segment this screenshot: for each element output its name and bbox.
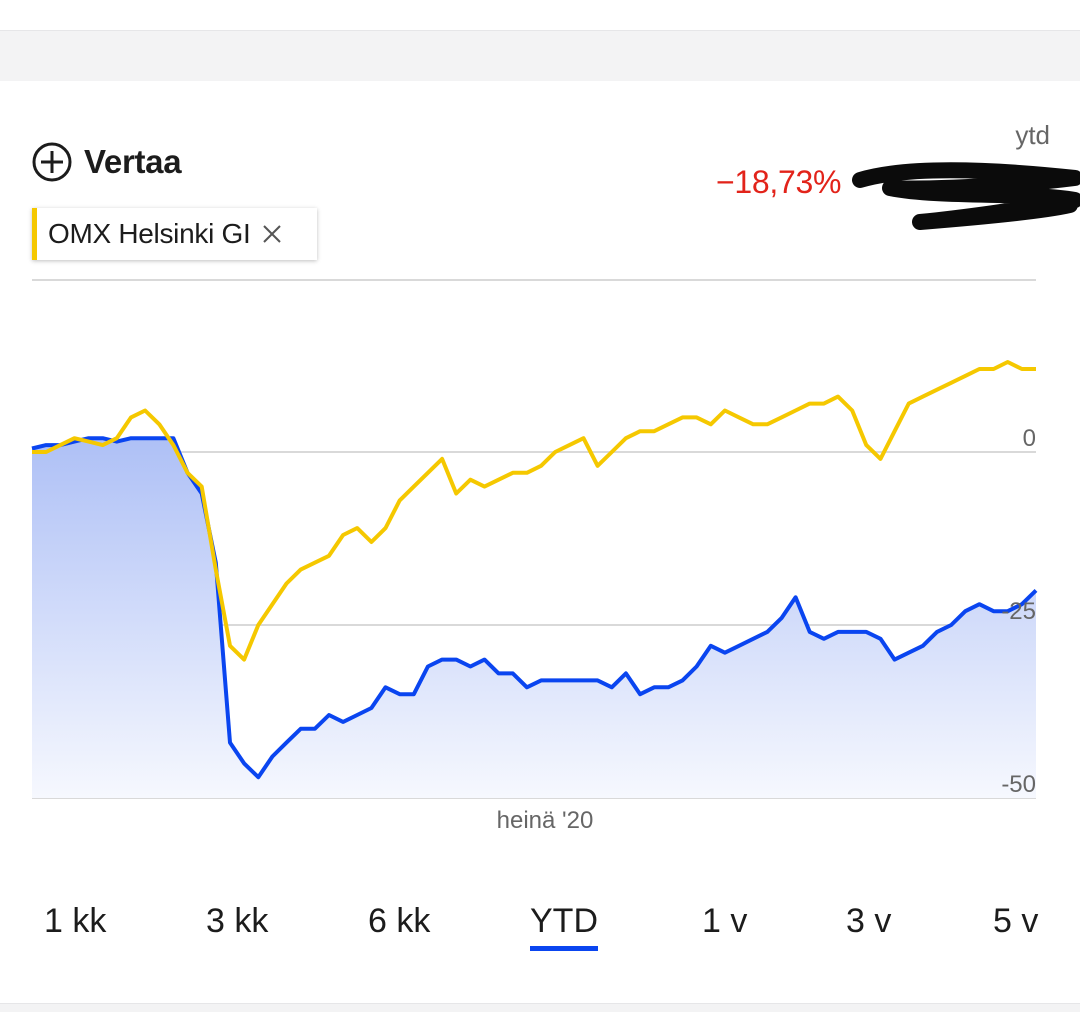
chip-color-bar [32,208,37,260]
series-line-1 [32,360,1036,662]
range-selector: 1 kk 3 kk 6 kk YTD 1 v 3 v 5 v [0,895,1080,965]
section-separator [0,30,1080,81]
range-button-6-kk[interactable]: 6 kk [368,902,431,940]
range-button-5-v[interactable]: 5 v [993,902,1039,940]
close-icon[interactable] [260,222,284,246]
redaction-scribble [852,162,1080,230]
comparison-chip: OMX Helsinki GI [32,208,317,260]
top-bar [0,0,1080,30]
plus-circle-icon [32,142,72,182]
range-button-1-kk[interactable]: 1 kk [44,902,107,940]
compare-label: Vertaa [84,143,182,180]
range-button-3-v[interactable]: 3 v [846,902,892,940]
y-tick-label: -50 [1001,771,1036,798]
range-button-ytd[interactable]: YTD [530,895,598,955]
range-button-3-kk[interactable]: 3 kk [206,902,269,940]
range-button-1-v[interactable]: 1 v [702,902,748,940]
price-chart: 0 -25 -50 heinä '20 [31,279,1038,834]
y-tick-label: -25 [1001,598,1036,625]
period-label: ytd [1015,120,1050,150]
y-tick-label: 0 [1023,425,1036,452]
series-area-0 [32,438,1036,798]
compare-button[interactable]: Vertaa [32,140,182,184]
series-line-0 [31,436,1038,780]
chip-label: OMX Helsinki GI [48,218,251,249]
change-value: −18,73% [716,164,842,200]
bottom-separator [0,1003,1080,1012]
x-tick-label: heinä '20 [497,807,594,834]
